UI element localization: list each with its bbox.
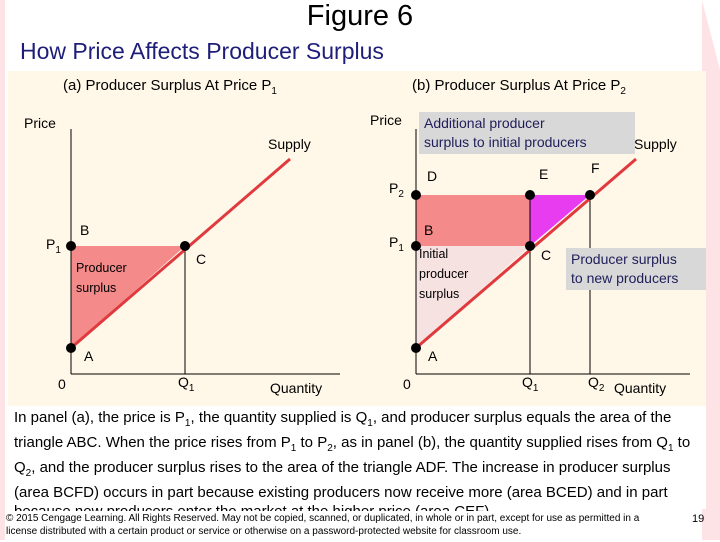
- q1-label-a: Q1: [178, 374, 195, 394]
- point-e-b: [525, 190, 535, 200]
- point-b-label-b: B: [424, 222, 434, 238]
- point-d-label-b: D: [427, 168, 438, 184]
- point-a-b: [411, 343, 421, 353]
- point-e-label-b: E: [539, 166, 549, 182]
- initial-surplus-label-b: Initial producer surplus: [419, 247, 469, 301]
- additional-surplus-area-b: [416, 195, 530, 246]
- figure-subtitle: How Price Affects Producer Surplus: [20, 38, 384, 64]
- point-b-b: [411, 241, 421, 251]
- point-b-label-a: B: [80, 222, 90, 238]
- right-accent-strip: [702, 0, 720, 540]
- x-axis-label-b: Quantity: [614, 380, 667, 396]
- point-f-label-b: F: [591, 160, 600, 176]
- supply-label-b: Supply: [634, 136, 677, 152]
- point-c-label-a: C: [196, 251, 207, 267]
- point-a-label-a: A: [84, 348, 94, 364]
- point-a-a: [66, 343, 76, 353]
- new-producers-callout: Producer surplus to new producers: [566, 248, 706, 290]
- supply-curve-b: [415, 157, 637, 350]
- point-f-b: [585, 190, 595, 200]
- q1-label-b: Q1: [522, 374, 539, 394]
- p2-label-b: P2: [389, 180, 404, 200]
- q2-label-b: Q2: [588, 374, 605, 394]
- supply-curve-a: [70, 157, 291, 350]
- p1-label-a: P1: [46, 236, 61, 256]
- figure-caption: In panel (a), the price is P1, the quant…: [6, 406, 706, 520]
- point-c-label-b: C: [541, 247, 552, 263]
- origin-label-b: 0: [403, 376, 411, 392]
- supply-label-a: Supply: [268, 136, 311, 152]
- origin-label-a: 0: [58, 376, 66, 392]
- point-d-b: [411, 190, 421, 200]
- y-axis-label-b: Price: [370, 112, 402, 128]
- figure-title: Figure 6: [306, 0, 414, 32]
- new-producers-area-b: [530, 195, 590, 246]
- panel-a-title: (a) Producer Surplus At Price P1: [63, 77, 277, 97]
- point-c-a: [180, 241, 190, 251]
- producer-surplus-label-a: Producer surplus: [76, 261, 127, 295]
- point-a-label-b: A: [428, 348, 438, 364]
- y-axis-label-a: Price: [24, 115, 56, 131]
- point-c-b: [525, 241, 535, 251]
- x-axis-label-a: Quantity: [270, 380, 323, 396]
- point-b-a: [66, 241, 76, 251]
- panel-b-title: (b) Producer Surplus At Price P2: [412, 77, 626, 97]
- page-number: 19: [692, 513, 705, 525]
- copyright-footer: © 2015 Cengage Learning. All Rights Rese…: [6, 511, 656, 542]
- additional-surplus-callout: Additional producer surplus to initial pr…: [419, 112, 635, 154]
- p1-label-b: P1: [389, 234, 404, 254]
